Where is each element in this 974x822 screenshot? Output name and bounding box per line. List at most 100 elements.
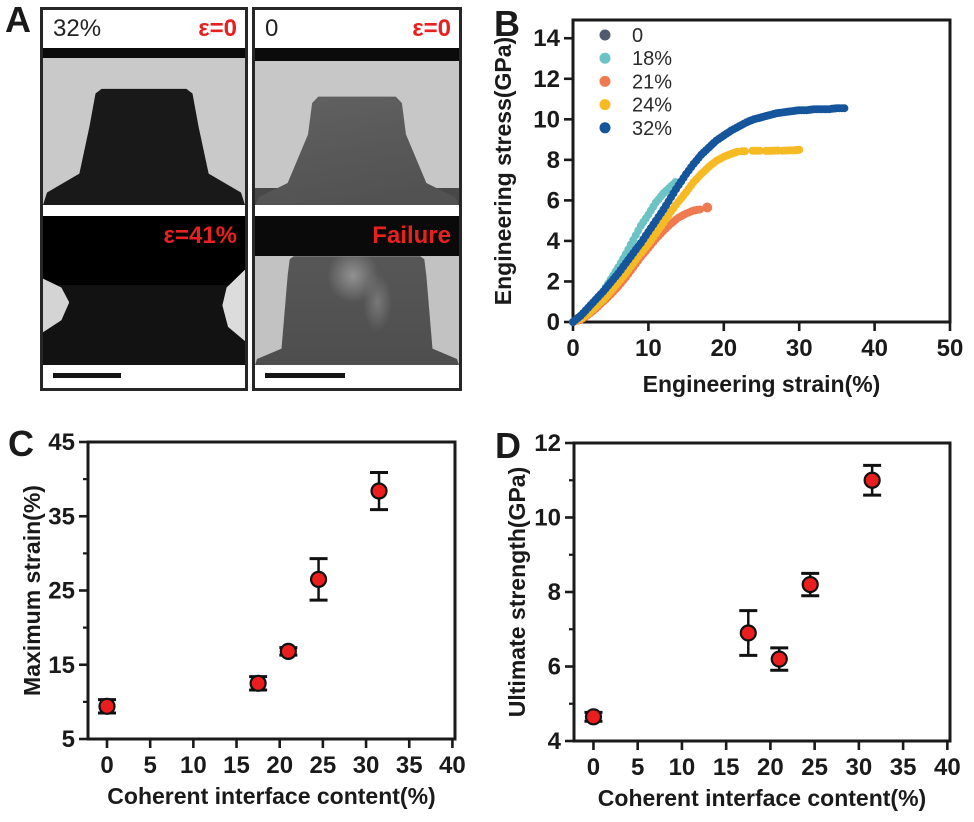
legend-label-18%: 18% — [632, 48, 672, 70]
stress-strain-chart: 0 10 20 30 40 50 0 2 4 6 8 10 12 14 Engineering strain… — [490, 18, 964, 397]
legend-dot-32% — [599, 122, 611, 134]
chartD-ytick: 4 — [548, 728, 562, 755]
indenter-region — [255, 216, 459, 257]
chartB-ytick: 14 — [533, 25, 560, 52]
data-point — [309, 570, 328, 588]
panel-d: D 0 5 10 15 20 25 30 35 40 4 6 8 10 12 Coherent interf… — [487, 400, 974, 822]
chartD-xtick: 10 — [669, 754, 696, 781]
data-point — [739, 624, 757, 642]
panel-a-letter: A — [5, 0, 31, 40]
chartD-ytick: 6 — [548, 654, 561, 681]
tem-box-32pct: 32% ε=0 ε=41% — [40, 7, 248, 391]
chartD-xtick: 25 — [801, 754, 828, 781]
tem-footer — [255, 365, 459, 385]
series-18% — [569, 178, 680, 326]
chartC-xtick: 35 — [396, 752, 423, 779]
chartB-xtick: 10 — [635, 335, 662, 362]
chartC-xtick: 25 — [310, 752, 337, 779]
background-wedge-right — [222, 269, 245, 342]
chartB-xlabel: Engineering strain(%) — [643, 371, 881, 397]
chartC-xtick: 20 — [266, 752, 293, 779]
chartB-ytick: 12 — [533, 66, 560, 93]
panel-b-letter: B — [494, 3, 520, 44]
chartD-xlabel: Coherent interface content(%) — [598, 785, 926, 811]
background-wedge-left — [43, 278, 70, 333]
data-point — [801, 575, 819, 594]
failure-label: Failure — [372, 222, 451, 249]
legend-dot-21% — [599, 75, 611, 87]
chartC-xtick: 10 — [180, 752, 207, 779]
chartD-xtick: 30 — [846, 754, 873, 781]
data-point — [863, 471, 881, 489]
chartC-ytick: 45 — [48, 429, 75, 456]
tem-footer — [43, 365, 245, 385]
data-point — [249, 674, 267, 692]
chartC-xlabel: Coherent interface content(%) — [107, 783, 435, 809]
chartB-xtick: 20 — [710, 335, 737, 362]
chartD-xtick: 5 — [631, 754, 644, 781]
micropillar-shape — [43, 88, 245, 205]
tem-header-32pct: 32% ε=0 — [43, 10, 245, 48]
chartB-ytick: 2 — [547, 268, 560, 295]
panel-b: B 0 10 20 30 40 50 0 2 4 6 8 10 12 14 Engineering stra… — [487, 0, 974, 400]
indenter-band — [255, 48, 459, 61]
image-gap — [255, 205, 459, 216]
failed-pillar-shape — [255, 256, 459, 365]
sample-content-label: 32% — [53, 15, 102, 42]
chartB-ytick: 6 — [547, 187, 560, 214]
image-gap — [43, 205, 245, 216]
chartB-ytick: 8 — [547, 147, 560, 174]
chartC-xtick: 30 — [353, 752, 380, 779]
series-32% — [569, 104, 849, 326]
chartC-datapoints — [97, 470, 389, 715]
chartC-ytick: 5 — [62, 726, 75, 753]
chartD-datapoints — [584, 463, 882, 726]
chartC-ytick: 35 — [48, 503, 75, 530]
chartB-ytick: 4 — [547, 228, 561, 255]
tem-header-0pct: 0 ε=0 — [255, 10, 459, 48]
chartD-ylabel: Ultimate strength(GPa) — [504, 467, 530, 717]
indenter-band — [43, 48, 245, 58]
data-point — [770, 650, 788, 668]
tem-image-0pct-initial — [255, 48, 459, 205]
chartD-xtick: 35 — [890, 754, 917, 781]
chartB-ytick: 10 — [533, 106, 560, 133]
data-point — [584, 708, 603, 726]
strain-zero-label: ε=0 — [412, 15, 451, 42]
indenter-region — [43, 216, 245, 285]
data-point — [279, 642, 297, 660]
chartD-axes: 0 5 10 15 20 25 30 35 40 4 6 8 10 12 — [534, 430, 960, 781]
chartC-xtick: 5 — [143, 752, 156, 779]
sample-content-label: 0 — [265, 15, 279, 42]
data-point — [370, 482, 388, 500]
legend-dot-0 — [599, 29, 611, 41]
micropillar-shape — [255, 96, 459, 205]
legend-dot-24% — [599, 99, 611, 111]
panel-c-letter: C — [8, 423, 34, 464]
scale-bar — [265, 372, 345, 378]
panel-a: A 32% ε=0 ε=41% 0 — [0, 0, 487, 400]
strain-41-label: ε=41% — [163, 222, 237, 249]
chartB-xtick: 30 — [786, 335, 813, 362]
chartB-xtick: 50 — [937, 335, 964, 362]
tem-image-0pct-failed: Failure — [255, 216, 459, 365]
panel-c: C 0 5 10 15 20 25 30 35 40 5 15 25 35 45 Coherent inte… — [0, 400, 487, 822]
chartD-ytick: 10 — [534, 505, 561, 532]
legend-label-24%: 24% — [632, 95, 672, 117]
data-point — [98, 697, 116, 715]
scale-bar — [53, 372, 121, 378]
chartB-ylabel: Engineering stress(GPa) — [490, 37, 516, 305]
chartD-xtick: 20 — [757, 754, 784, 781]
legend-label-32%: 32% — [632, 118, 672, 140]
legend-label-0: 0 — [632, 25, 643, 47]
chartD-xtick: 0 — [587, 754, 600, 781]
chartD-xtick: 15 — [713, 754, 740, 781]
ultimate-strength-chart: 0 5 10 15 20 25 30 35 40 4 6 8 10 12 Coherent interfac… — [504, 430, 961, 811]
chartB-axes: 0 10 20 30 40 50 0 2 4 6 8 10 12 14 — [533, 18, 964, 362]
tem-image-32pct-compressed: ε=41% — [43, 216, 245, 365]
tem-image-32pct-initial — [43, 48, 245, 205]
strain-zero-label: ε=0 — [198, 15, 237, 42]
chartB-legend: 018%21%24%32% — [599, 25, 672, 140]
